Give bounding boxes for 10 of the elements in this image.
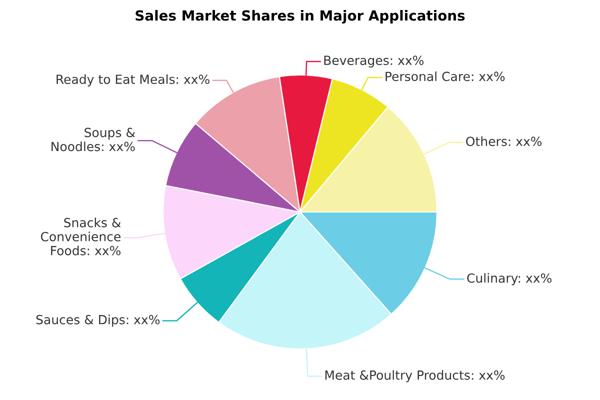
slice-label: Soups & Noodles: xx% xyxy=(52,128,136,152)
chart-title: Sales Market Shares in Major Applications xyxy=(136,10,465,24)
slice-label: Others: xx% xyxy=(466,136,542,146)
slice-label: Sauces & Dips: xx% xyxy=(36,314,160,327)
slice-label: Beverages: xx% xyxy=(324,56,424,68)
slice-label: Meat &Poultry Products: xx% xyxy=(325,370,505,382)
slice-label: Culinary: xx% xyxy=(467,273,552,286)
slice-label: Ready to Eat Meals: xx% xyxy=(56,74,210,86)
slice-label: Personal Care: xx% xyxy=(386,71,505,82)
slice-label: Snacks & Convenience Foods: xx% xyxy=(40,218,121,256)
